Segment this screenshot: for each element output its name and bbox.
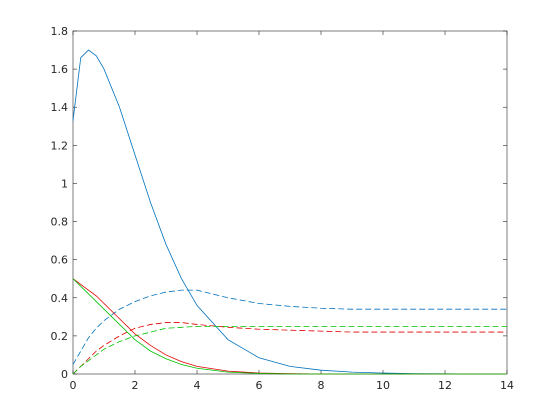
series-line (72, 278, 507, 375)
x-tick-label: 10 (376, 379, 390, 392)
x-tick-label: 4 (194, 379, 201, 392)
y-tick-label: 0.8 (51, 216, 69, 229)
y-tick-label: 1.2 (51, 139, 69, 152)
y-tick-label: 0 (61, 368, 68, 381)
x-tick-label: 14 (500, 379, 514, 392)
series-line (72, 49, 507, 375)
plot-frame (72, 30, 508, 375)
y-tick-label: 0.6 (51, 254, 69, 267)
x-tick-label: 2 (132, 379, 139, 392)
x-tick-label: 6 (256, 379, 263, 392)
y-tick-label: 1.8 (51, 25, 69, 38)
series-line (72, 325, 507, 375)
x-tick-label: 12 (438, 379, 452, 392)
y-tick-label: 1.6 (51, 63, 69, 76)
y-tick-label: 1 (61, 177, 68, 190)
y-tick-label: 0.4 (51, 292, 69, 305)
y-tick-label: 0.2 (51, 330, 69, 343)
x-tick-label: 0 (70, 379, 77, 392)
y-tick-label: 1.4 (51, 101, 69, 114)
series-line (72, 289, 507, 365)
x-tick-label: 8 (318, 379, 325, 392)
series-line (72, 322, 507, 375)
